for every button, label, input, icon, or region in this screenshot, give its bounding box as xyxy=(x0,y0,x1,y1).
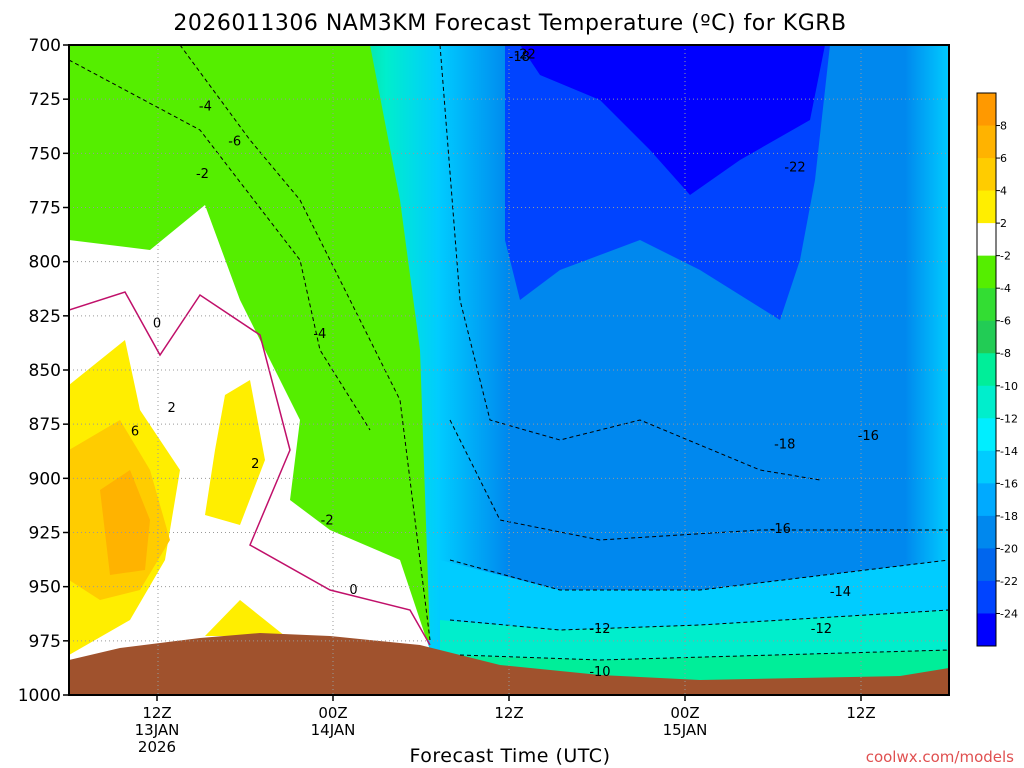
contour-label: -12 xyxy=(589,622,610,637)
contour-label: -4 xyxy=(199,100,212,115)
band-above-two-b xyxy=(205,380,265,525)
band-above-six xyxy=(100,470,150,575)
colorbar-label: -22 xyxy=(1000,575,1018,588)
colorbar-swatch xyxy=(977,320,996,354)
colorbar-swatch xyxy=(977,548,996,582)
y-tick-label: 875 xyxy=(29,415,61,435)
x-tick-year: 2026 xyxy=(138,738,176,756)
contour-label: -4 xyxy=(313,327,326,342)
contour-minus-4 xyxy=(69,59,371,431)
colorbar-frame xyxy=(976,92,997,647)
colorbar-swatch xyxy=(977,450,996,484)
contour-label: 2 xyxy=(168,401,176,416)
colorbar-swatch xyxy=(977,125,996,159)
colorbar-label: -8 xyxy=(1000,347,1011,360)
contour-label: -14 xyxy=(830,585,851,600)
contour-lines xyxy=(69,45,949,661)
colorbar-label: -14 xyxy=(1000,445,1018,458)
y-tick-label: 800 xyxy=(29,253,61,273)
y-tick-label: 1000 xyxy=(18,686,61,706)
x-tick-label: 12Z xyxy=(142,704,171,722)
y-tick-label: 900 xyxy=(29,469,61,489)
colorbar-label: -20 xyxy=(1000,542,1018,555)
contour-minus-16 xyxy=(449,419,949,541)
contour-minus-10 xyxy=(459,649,949,661)
ground-terrain xyxy=(69,633,949,695)
x-tick-label: 12Z xyxy=(846,704,875,722)
x-tick-label: 00Z xyxy=(318,704,347,722)
x-tick-date: 14JAN xyxy=(311,721,356,739)
colorbar-swatch xyxy=(977,93,996,127)
y-axis: 700 725 750 775 800 825 850 875 900 925 950 975 1000 xyxy=(18,36,69,706)
contour-label: 0 xyxy=(153,316,161,331)
colorbar-label: 4 xyxy=(1000,185,1007,198)
contour-minus-6 xyxy=(179,45,431,641)
x-tick-label: 00Z xyxy=(670,704,699,722)
x-tick-date: 15JAN xyxy=(663,721,708,739)
grid-y-lines xyxy=(69,98,949,642)
contour-label: -10 xyxy=(589,665,610,680)
colorbar-label: -10 xyxy=(1000,380,1018,393)
band-above-two-c xyxy=(205,600,285,636)
freezing-contour xyxy=(69,291,431,646)
contour-label: -2 xyxy=(321,514,334,529)
x-tick-label: 12Z xyxy=(494,704,523,722)
y-tick-label: 725 xyxy=(29,90,61,110)
y-tick-label: 925 xyxy=(29,524,61,544)
credit-text[interactable]: coolwx.com/models xyxy=(866,748,1014,766)
y-tick-label: 850 xyxy=(29,361,61,381)
colorbar-swatch xyxy=(977,515,996,549)
colorbar-label: 6 xyxy=(1000,152,1007,165)
band-coldest xyxy=(520,45,825,195)
contour-label: 0 xyxy=(349,583,357,598)
colorbar-swatch xyxy=(977,223,996,257)
chart-title: 2026011306 NAM3KM Forecast Temperature (… xyxy=(173,11,846,36)
colorbar-swatch xyxy=(977,613,996,647)
colorbar-swatch xyxy=(977,158,996,192)
contour-label: -18 xyxy=(509,50,530,65)
contour-zero xyxy=(69,291,431,646)
contour-label: -22 xyxy=(515,48,536,63)
colorbar-swatch xyxy=(977,353,996,387)
colorbar-label: -12 xyxy=(1000,412,1018,425)
contour-label: -12 xyxy=(811,622,832,637)
contour-label: -18 xyxy=(774,438,795,453)
colorbar-label: 2 xyxy=(1000,217,1007,230)
colorbar-swatch xyxy=(977,288,996,322)
colorbar-swatch xyxy=(977,190,996,224)
contour-minus-14 xyxy=(449,559,949,591)
y-tick-label: 825 xyxy=(29,307,61,327)
y-tick-label: 950 xyxy=(29,578,61,598)
contour-label: -6 xyxy=(228,134,241,149)
colorbar-swatch xyxy=(977,385,996,419)
contour-label: 2 xyxy=(251,457,259,472)
y-tick-label: 975 xyxy=(29,632,61,652)
colorbar: 8 6 4 2 -2 -4 -6 -8 -10 -12 -14 -16 -18 -20 -22 -24 xyxy=(976,92,1018,647)
colorbar-swatch xyxy=(977,483,996,517)
x-axis-label: Forecast Time (UTC) xyxy=(410,745,611,767)
y-tick-label: 750 xyxy=(29,144,61,164)
y-tick-label: 775 xyxy=(29,199,61,219)
contour-label: 6 xyxy=(131,425,139,440)
y-tick-label: 700 xyxy=(29,36,61,56)
colorbar-label: -18 xyxy=(1000,510,1018,523)
contour-label: -22 xyxy=(784,160,805,175)
colorbar-label: -24 xyxy=(1000,607,1018,620)
contour-label: -16 xyxy=(770,522,791,537)
contour-label: -16 xyxy=(858,429,879,444)
colorbar-swatch xyxy=(977,418,996,452)
contour-minus-18 xyxy=(439,45,821,481)
colorbar-label: -2 xyxy=(1000,250,1011,263)
contour-label: -2 xyxy=(196,167,209,182)
colorbar-label: 8 xyxy=(1000,120,1007,133)
colorbar-label: -6 xyxy=(1000,315,1011,328)
colorbar-swatch xyxy=(977,255,996,289)
colorbar-swatch xyxy=(977,580,996,614)
colorbar-label: -4 xyxy=(1000,282,1011,295)
colorbar-label: -16 xyxy=(1000,477,1018,490)
x-tick-date: 13JAN xyxy=(135,721,180,739)
